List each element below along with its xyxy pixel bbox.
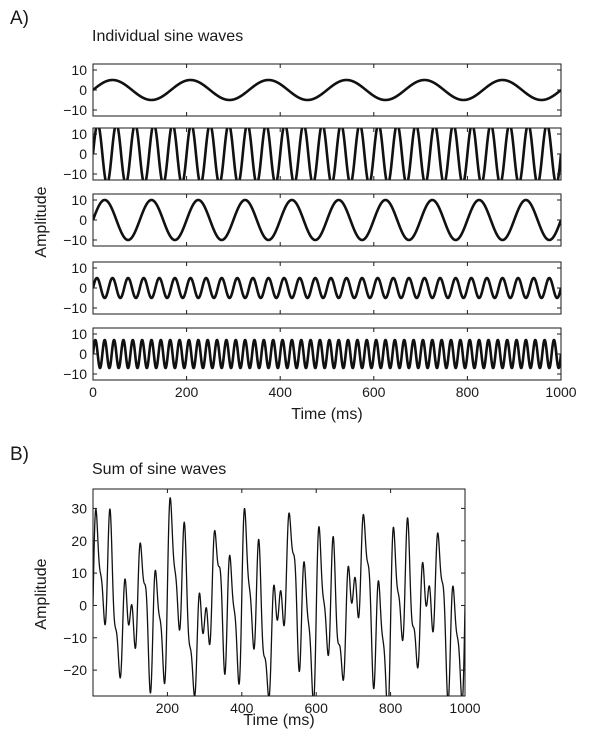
panel-a-wave-5-x-tick-label: 400: [269, 384, 293, 400]
panel-a-wave-2-y-tick-label: 10: [71, 126, 87, 142]
panel-a-wave-5-y-tick-label: 0: [79, 346, 87, 362]
panel-a-x-axis-label: Time (ms): [291, 406, 362, 423]
panel-a-wave-2-y-tick-label: 0: [79, 146, 87, 162]
panel-a-wave-1-series-line: [93, 78, 561, 102]
panel-a-wave-5-series-line: [93, 338, 561, 370]
panel-a-wave-5-x-tick-label: 600: [362, 384, 386, 400]
panel-a-wave-5-x-tick-label: 0: [89, 384, 97, 400]
panel-b-y-tick-label: 10: [71, 565, 87, 581]
panel-a-wave-2-y-tick-label: −10: [63, 166, 87, 182]
panel-a-wave-4-y-tick-label: −10: [63, 300, 87, 316]
panel-b-x-tick-label: 200: [156, 700, 180, 716]
panel-a-wave-5-x-tick-label: 1000: [545, 384, 576, 400]
panel-a-wave-3-y-tick-label: 0: [79, 212, 87, 228]
panel-b-plot: 30 20 10 0 −10 −20 200 400 600 800 1000: [63, 488, 481, 716]
panel-a-wave-4-series-line: [93, 276, 561, 300]
panel-b-series-line: [93, 497, 465, 696]
panel-b-x-tick-label: 600: [305, 700, 329, 716]
panel-b-y-axis-label: Amplitude: [33, 558, 50, 629]
panel-a-wave-5-x-tick-label: 200: [175, 384, 199, 400]
panel-a-y-axis-label: Amplitude: [33, 186, 50, 257]
panel-a-letter: A): [10, 8, 29, 29]
panel-a-wave-5-y-tick-label: 10: [71, 326, 87, 342]
panel-b-y-tick-label: 30: [71, 500, 87, 516]
panel-a-wave-4-y-tick-label: 10: [71, 260, 87, 276]
panel-a-wave-5-y-tick-label: −10: [63, 366, 87, 382]
panel-a-wave-3-series-line: [93, 198, 561, 242]
panel-b-title: Sum of sine waves: [92, 461, 226, 478]
panel-a-wave-3-y-tick-label: −10: [63, 232, 87, 248]
panel-a-wave-1-y-tick-label: −10: [63, 102, 87, 118]
panel-a-wave-4-y-tick-label: 0: [79, 280, 87, 296]
panel-b-x-tick-label: 1000: [449, 700, 480, 716]
panel-a-title: Individual sine waves: [92, 28, 243, 45]
panel-b-x-tick-label: 800: [379, 700, 403, 716]
panel-a-wave-5-x-tick-label: 800: [456, 384, 480, 400]
panel-b-letter: B): [10, 444, 29, 465]
panel-b-y-tick-label: 0: [79, 597, 87, 613]
panel-a-wave-3-y-tick-label: 10: [71, 192, 87, 208]
panel-b-x-tick-label: 400: [230, 700, 254, 716]
panel-b-y-tick-label: 20: [71, 533, 87, 549]
panel-a-wave-1-y-tick-label: 0: [79, 82, 87, 98]
panel-b-x-axis-label: Time (ms): [243, 712, 314, 729]
panel-b-frame: [92, 488, 466, 697]
panel-b-y-tick-label: −20: [63, 662, 87, 678]
panel-b-y-tick-label: −10: [63, 630, 87, 646]
panel-a-wave-1-y-tick-label: 10: [71, 62, 87, 78]
panel-a-wave-2-series-line: [93, 128, 561, 180]
